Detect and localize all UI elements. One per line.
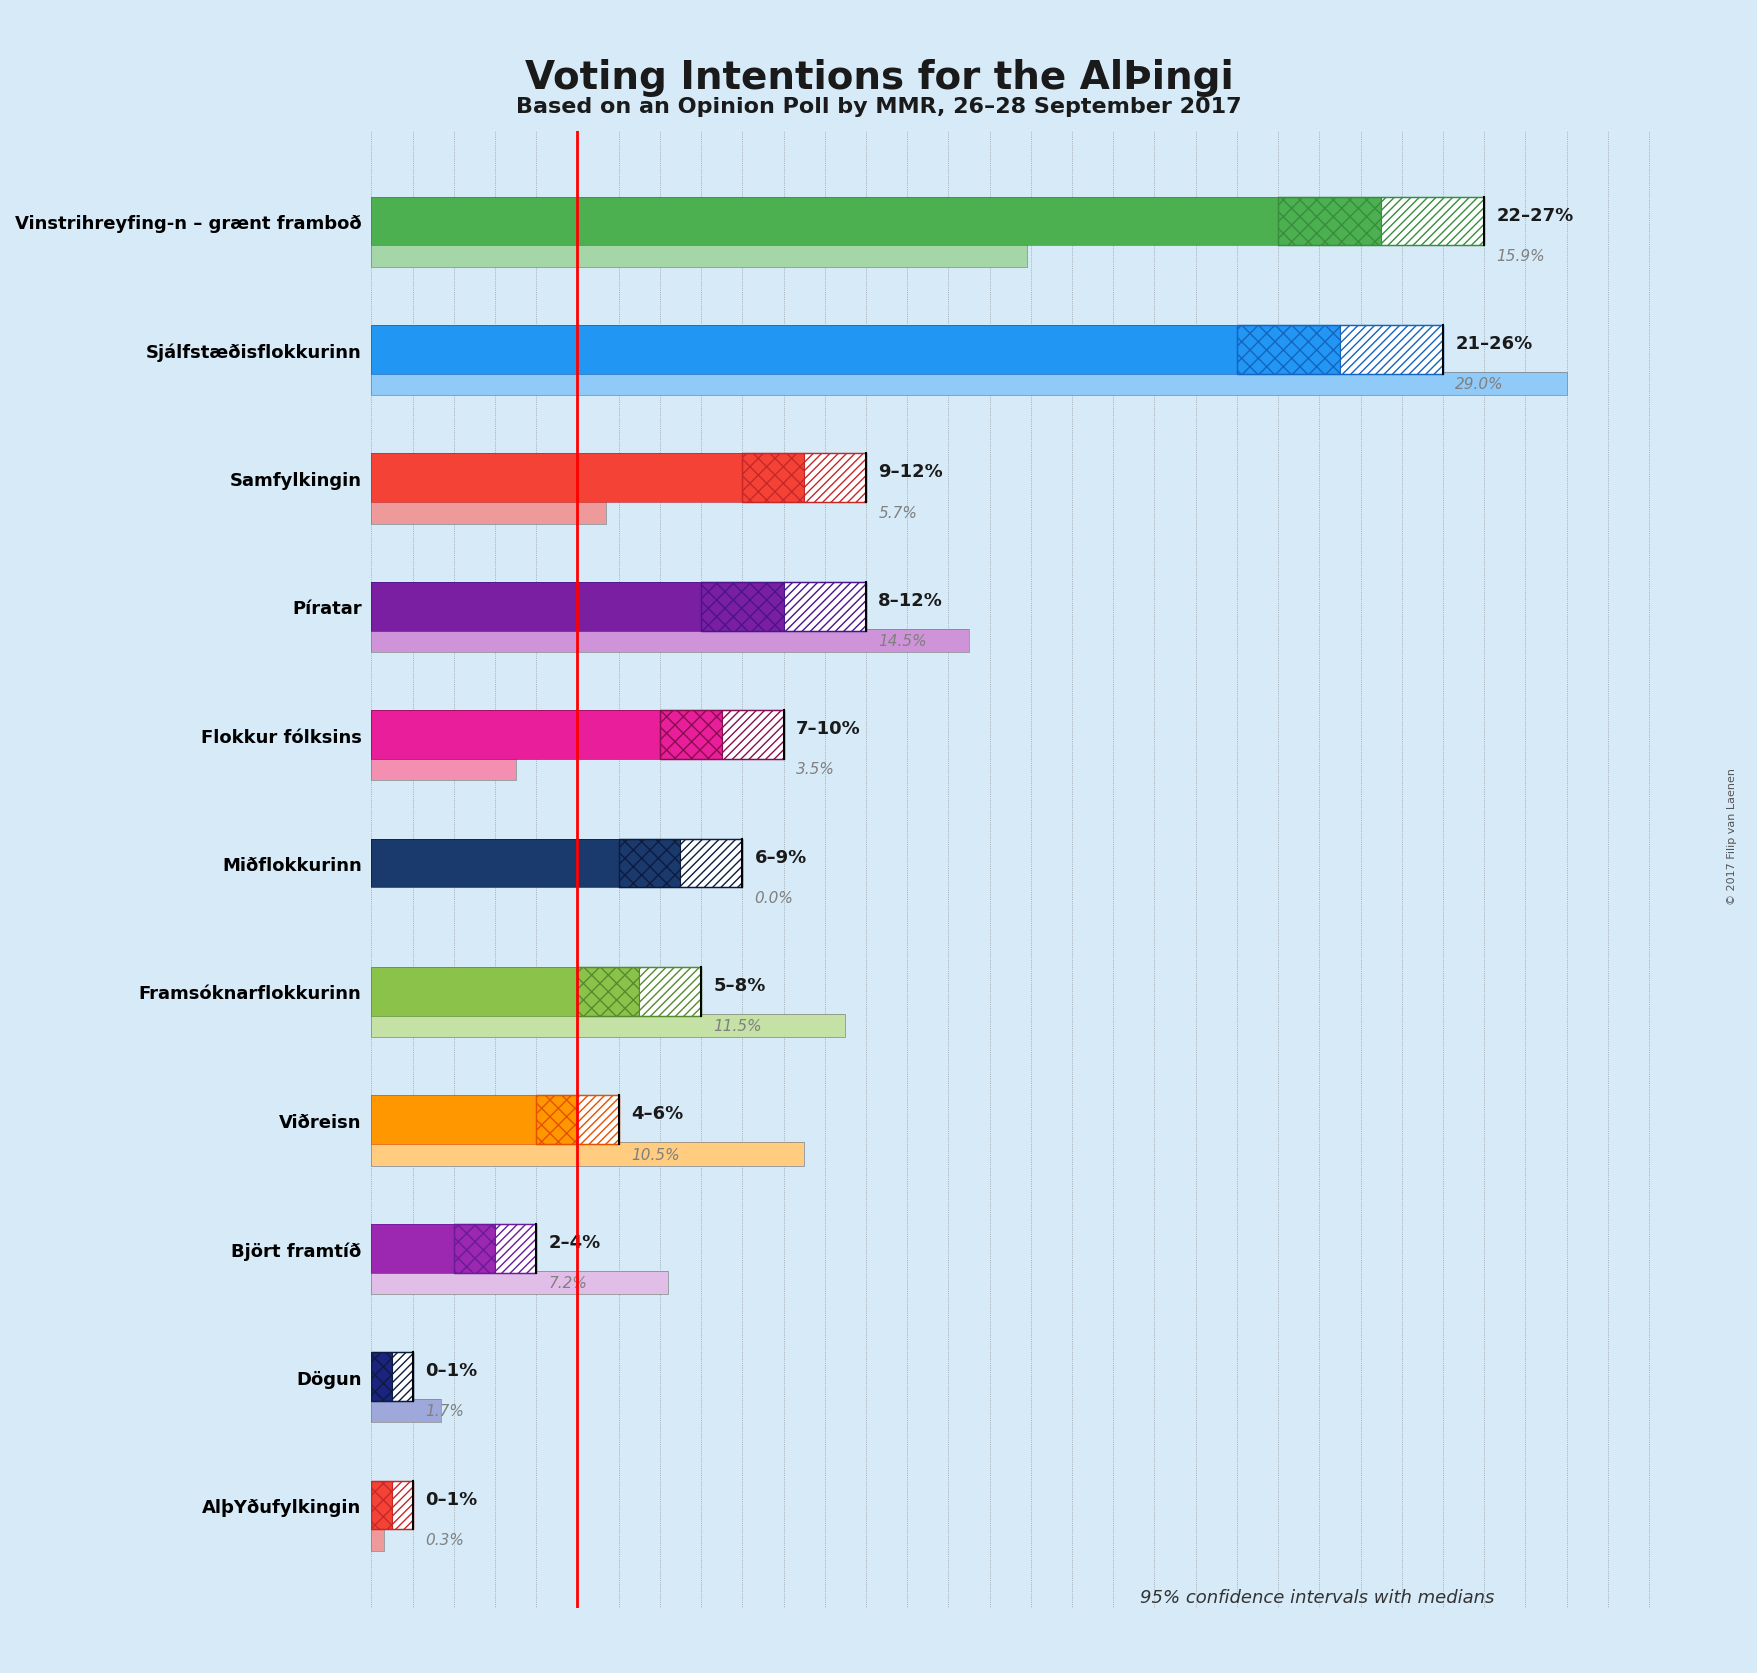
Text: 0.0%: 0.0%	[754, 890, 792, 905]
Bar	[371, 1352, 392, 1402]
Text: 95% confidence intervals with medians: 95% confidence intervals with medians	[1139, 1588, 1493, 1606]
Text: 0–1%: 0–1%	[425, 1362, 476, 1380]
Bar	[371, 1225, 453, 1273]
Bar	[371, 1527, 383, 1551]
Bar	[371, 1352, 413, 1402]
Text: 5.7%: 5.7%	[878, 505, 917, 520]
Bar	[371, 967, 576, 1016]
Bar	[371, 1527, 383, 1551]
Bar	[371, 244, 1026, 268]
Text: 0.3%: 0.3%	[425, 1532, 464, 1548]
Bar	[618, 840, 680, 888]
Bar	[371, 1096, 536, 1144]
Bar	[371, 502, 606, 524]
Bar	[371, 244, 1026, 268]
Bar	[701, 582, 866, 631]
Bar	[371, 453, 741, 504]
Text: 29.0%: 29.0%	[1455, 376, 1502, 391]
Text: © 2017 Filip van Laenen: © 2017 Filip van Laenen	[1725, 768, 1736, 905]
Bar	[803, 453, 866, 504]
Bar	[722, 711, 784, 760]
Bar	[371, 1481, 392, 1529]
Bar	[659, 711, 722, 760]
Bar	[371, 1271, 668, 1295]
Text: 11.5%: 11.5%	[713, 1019, 761, 1034]
Bar	[371, 758, 515, 781]
Bar	[371, 453, 741, 504]
Bar	[371, 758, 515, 781]
Bar	[371, 582, 701, 631]
Bar	[659, 711, 784, 760]
Bar	[618, 840, 741, 888]
Text: 7–10%: 7–10%	[796, 719, 861, 738]
Text: 8–12%: 8–12%	[878, 592, 944, 609]
Text: 15.9%: 15.9%	[1495, 249, 1544, 264]
Bar	[371, 1225, 453, 1273]
Bar	[371, 1014, 845, 1037]
Bar	[741, 453, 866, 504]
Text: 9–12%: 9–12%	[878, 463, 942, 482]
Bar	[371, 502, 606, 524]
Bar	[1381, 197, 1483, 246]
Bar	[371, 373, 1565, 397]
Bar	[371, 840, 618, 888]
Text: 14.5%: 14.5%	[878, 634, 926, 649]
Bar	[371, 711, 659, 760]
Bar	[371, 197, 1277, 246]
Bar	[495, 1225, 536, 1273]
Bar	[371, 1014, 845, 1037]
Bar	[576, 1096, 618, 1144]
Bar	[371, 840, 618, 888]
Bar	[680, 840, 741, 888]
Text: 22–27%: 22–27%	[1495, 206, 1573, 224]
Text: 0–1%: 0–1%	[425, 1489, 476, 1507]
Bar	[371, 373, 1565, 397]
Bar	[536, 1096, 618, 1144]
Bar	[371, 1143, 803, 1166]
Bar	[371, 197, 1277, 246]
Text: 21–26%: 21–26%	[1455, 335, 1532, 353]
Bar	[371, 582, 701, 631]
Bar	[536, 1096, 576, 1144]
Bar	[371, 1399, 441, 1422]
Bar	[371, 1399, 441, 1422]
Bar	[371, 711, 659, 760]
Bar	[1237, 326, 1339, 375]
Text: 1.7%: 1.7%	[425, 1404, 464, 1419]
Text: Based on an Opinion Poll by MMR, 26–28 September 2017: Based on an Opinion Poll by MMR, 26–28 S…	[517, 97, 1240, 117]
Bar	[371, 629, 968, 652]
Text: 10.5%: 10.5%	[631, 1146, 680, 1161]
Text: 7.2%: 7.2%	[548, 1275, 587, 1290]
Bar	[701, 582, 784, 631]
Bar	[392, 1481, 413, 1529]
Bar	[1277, 197, 1381, 246]
Text: 4–6%: 4–6%	[631, 1104, 683, 1123]
Bar	[576, 967, 640, 1016]
Bar	[576, 967, 701, 1016]
Bar	[371, 1143, 803, 1166]
Bar	[1237, 326, 1442, 375]
Bar	[371, 1481, 413, 1529]
Bar	[392, 1352, 413, 1402]
Text: 2–4%: 2–4%	[548, 1233, 601, 1251]
Bar	[784, 582, 866, 631]
Text: Voting Intentions for the AlÞingi: Voting Intentions for the AlÞingi	[524, 59, 1233, 97]
Bar	[371, 1271, 668, 1295]
Text: 5–8%: 5–8%	[713, 977, 766, 994]
Bar	[1339, 326, 1442, 375]
Bar	[371, 1096, 536, 1144]
Bar	[1277, 197, 1483, 246]
Bar	[371, 326, 1237, 375]
Bar	[640, 967, 701, 1016]
Bar	[453, 1225, 536, 1273]
Bar	[371, 629, 968, 652]
Bar	[371, 967, 576, 1016]
Bar	[741, 453, 803, 504]
Bar	[453, 1225, 495, 1273]
Bar	[371, 326, 1237, 375]
Text: 3.5%: 3.5%	[796, 761, 835, 776]
Text: 6–9%: 6–9%	[754, 848, 806, 867]
